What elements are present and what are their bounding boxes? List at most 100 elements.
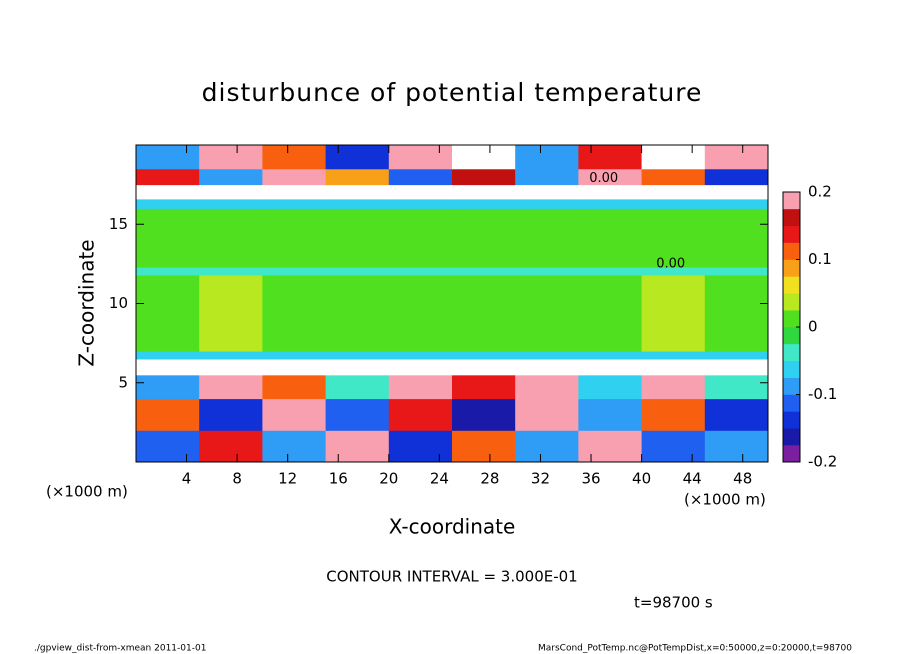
x-axis-label: X-coordinate [389,515,516,539]
cell [641,358,706,376]
colorbar-swatch [783,293,800,311]
cell [388,374,453,400]
cell [704,274,769,352]
axes: 0.000.004 8 12 16 20 24 28 32 36 40 44 48510150.20.… [109,144,837,488]
cell [136,267,200,276]
colorbar-swatch [783,242,800,260]
colorbar-swatch [783,394,800,412]
colorbar-swatch [783,360,800,378]
colorbar-swatch [783,276,800,294]
cell [641,267,706,276]
cell [388,267,453,276]
x-tick-label: 32 [531,470,550,488]
cell [515,184,579,200]
cell [199,274,263,352]
cell [136,274,200,352]
cell [578,274,643,352]
cell [704,168,769,186]
cell [199,208,263,268]
cell [578,430,643,463]
cell [136,198,200,209]
cell [704,430,769,463]
cell [262,430,327,463]
cell [578,198,643,209]
cell [704,351,769,360]
cell [452,184,516,200]
cell [515,398,579,431]
cell [704,208,769,268]
contour-note: CONTOUR INTERVAL = 3.000E-01 [326,568,577,586]
cell [578,208,643,268]
cell [452,145,516,170]
cell [641,351,706,360]
cell [262,198,327,209]
x-tick-label: 36 [581,470,600,488]
cell [515,145,579,170]
cell [452,398,516,431]
cell [578,168,643,186]
cell [578,351,643,360]
cell [136,430,200,463]
x-tick-label: 24 [430,470,449,488]
cell [641,198,706,209]
x-tick-label: 28 [480,470,499,488]
cell [325,274,390,352]
cell [136,351,200,360]
cell [515,208,579,268]
x-unit: (×1000 m) [684,491,766,509]
y-tick-label: 5 [118,373,128,391]
cell [704,198,769,209]
cell [452,358,516,376]
cell [641,274,706,352]
colorbar-swatch [783,445,800,463]
cell [641,168,706,186]
cell [578,398,643,431]
cell [515,351,579,360]
cell [325,145,390,170]
cell [578,267,643,276]
colorbar-tick-label: 0.1 [808,250,832,268]
cell [262,145,327,170]
cell [262,208,327,268]
cell [325,374,390,400]
cell [515,168,579,186]
cell [199,374,263,400]
cell [578,184,643,200]
y-unit: (×1000 m) [46,483,128,501]
cell [704,267,769,276]
cell [452,208,516,268]
cell [704,358,769,376]
cell [388,208,453,268]
y-tick-label: 10 [109,294,128,312]
cell [515,374,579,400]
cell [199,168,263,186]
cell [325,208,390,268]
cell [515,358,579,376]
y-axis-label: Z-coordinate [75,239,99,366]
cell [262,351,327,360]
cell [515,430,579,463]
x-tick-label: 44 [683,470,702,488]
colorbar-swatch [783,327,800,345]
cell [641,184,706,200]
cell [136,374,200,400]
colorbar-swatch [783,411,800,429]
chart-title: disturbunce of potential temperature [202,78,703,107]
cell [452,430,516,463]
colorbar-swatch [783,428,800,446]
cell [325,398,390,431]
colorbar-tick-label: 0.2 [808,183,832,201]
cell [388,145,453,170]
cell [199,430,263,463]
cell [578,145,643,170]
cell [325,184,390,200]
cell [704,398,769,431]
field [136,145,769,463]
footer-right: MarsCond_PotTemp.nc@PotTempDist,x=0:5000… [538,644,852,654]
cell [262,398,327,431]
cell [325,267,390,276]
cell [452,374,516,400]
contour-label: 0.00 [656,256,685,271]
cell [641,430,706,463]
